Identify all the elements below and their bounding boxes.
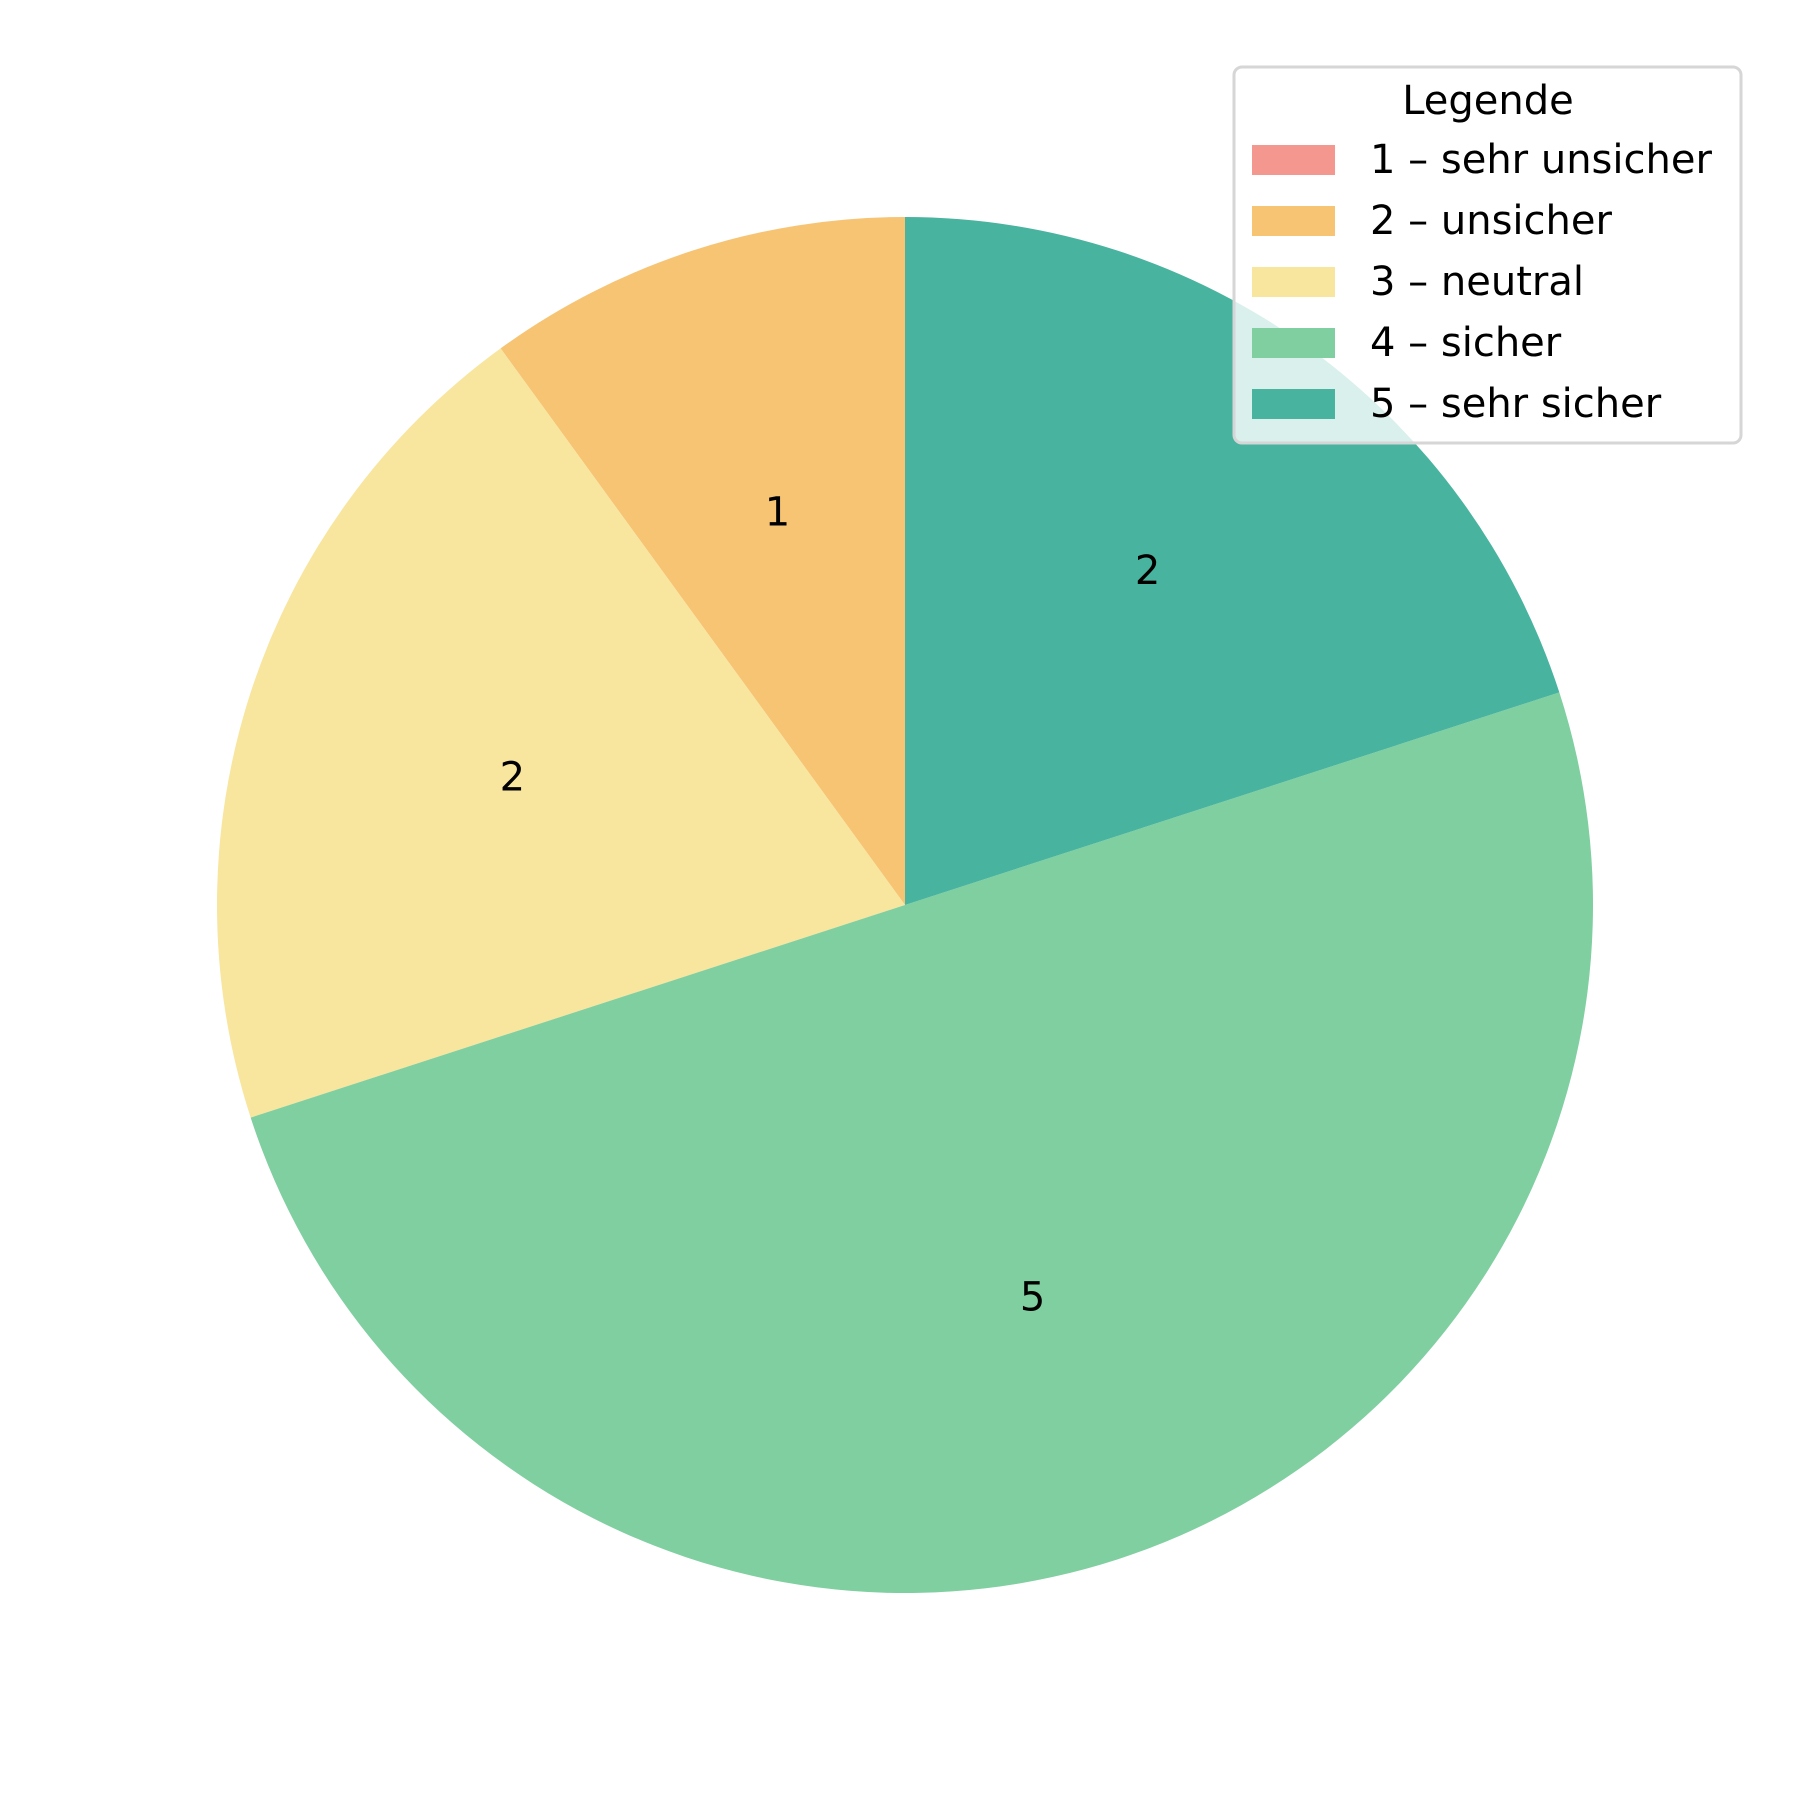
pie-slice-label-3: 2 xyxy=(500,754,525,800)
legend: Legende 1 – sehr unsicher 2 – unsicher 3 –… xyxy=(1232,65,1743,445)
legend-label-5: 5 – sehr sicher xyxy=(1370,381,1662,427)
legend-swatch-2 xyxy=(1252,206,1335,236)
pie-slice-label-5: 2 xyxy=(1135,548,1160,594)
legend-swatch-4 xyxy=(1252,328,1335,358)
pie-slice-label-2: 1 xyxy=(765,489,790,535)
legend-frame xyxy=(1232,65,1743,445)
pie-slice-labels: 1 2 5 2 xyxy=(500,489,1161,1320)
legend-items: 1 – sehr unsicher 2 – unsicher 3 – neutral… xyxy=(1252,137,1712,427)
legend-swatch-3 xyxy=(1252,267,1335,297)
pie-slice-2 xyxy=(500,217,905,905)
pie-slices xyxy=(216,217,1594,1593)
legend-label-1: 1 – sehr unsicher xyxy=(1370,137,1712,183)
pie-slice-label-4: 5 xyxy=(1020,1275,1045,1321)
legend-label-3: 3 – neutral xyxy=(1370,259,1584,305)
legend-swatch-5 xyxy=(1252,389,1335,419)
pie-slice-4 xyxy=(250,692,1594,1593)
pie-slice-3 xyxy=(216,348,905,1118)
pie-slice-5 xyxy=(905,217,1560,905)
legend-title: Legende xyxy=(1402,78,1574,124)
legend-label-4: 4 – sicher xyxy=(1370,320,1562,366)
legend-swatch-1 xyxy=(1252,145,1335,175)
legend-label-2: 2 – unsicher xyxy=(1370,198,1612,244)
